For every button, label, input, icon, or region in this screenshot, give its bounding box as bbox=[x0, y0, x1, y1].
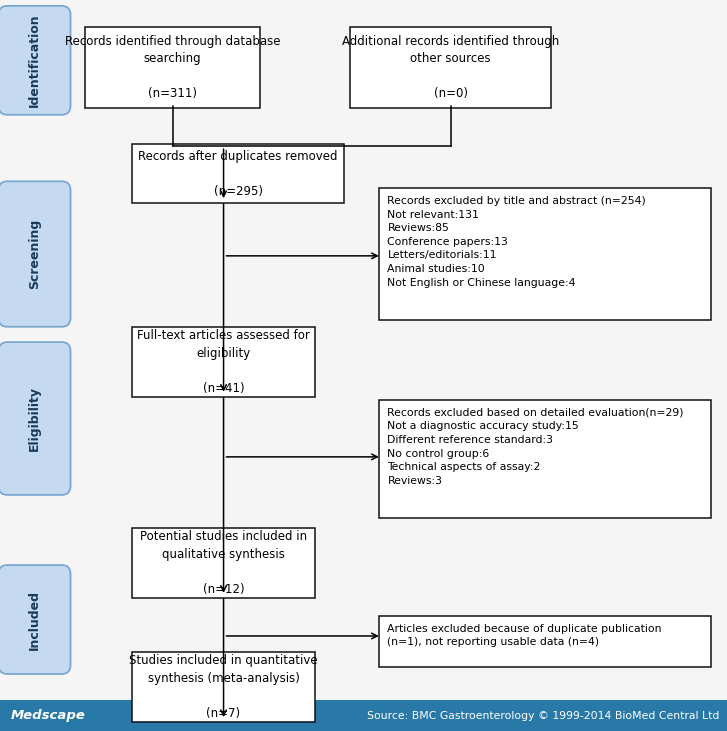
Text: Additional records identified through
other sources

(n=0): Additional records identified through ot… bbox=[342, 35, 559, 100]
Text: Medscape: Medscape bbox=[11, 709, 86, 722]
FancyBboxPatch shape bbox=[132, 327, 315, 397]
Text: Records after duplicates removed

(n=295): Records after duplicates removed (n=295) bbox=[138, 150, 338, 197]
Text: Records excluded based on detailed evaluation(n=29)
Not a diagnostic accuracy st: Records excluded based on detailed evalu… bbox=[387, 408, 684, 486]
Text: Records identified through database
searching

(n=311): Records identified through database sear… bbox=[65, 35, 281, 100]
FancyBboxPatch shape bbox=[85, 27, 260, 108]
Text: Articles excluded because of duplicate publication
(n=1), not reporting usable d: Articles excluded because of duplicate p… bbox=[387, 624, 662, 647]
FancyBboxPatch shape bbox=[0, 181, 71, 327]
Text: Potential studies included in
qualitative synthesis

(n=12): Potential studies included in qualitativ… bbox=[140, 530, 307, 596]
Text: Records excluded by title and abstract (n=254)
Not relevant:131
Reviews:85
Confe: Records excluded by title and abstract (… bbox=[387, 196, 646, 287]
Text: Full-text articles assessed for
eligibility

(n=41): Full-text articles assessed for eligibil… bbox=[137, 329, 310, 395]
Text: Screening: Screening bbox=[28, 219, 41, 289]
FancyBboxPatch shape bbox=[379, 188, 711, 320]
Text: Source: BMC Gastroenterology © 1999-2014 BioMed Central Ltd: Source: BMC Gastroenterology © 1999-2014… bbox=[367, 711, 720, 721]
Text: Studies included in quantitative
synthesis (meta-analysis)

(n=7): Studies included in quantitative synthes… bbox=[129, 654, 318, 720]
FancyBboxPatch shape bbox=[0, 6, 71, 115]
FancyBboxPatch shape bbox=[0, 700, 727, 731]
FancyBboxPatch shape bbox=[379, 400, 711, 518]
FancyBboxPatch shape bbox=[0, 342, 71, 495]
Text: Eligibility: Eligibility bbox=[28, 386, 41, 451]
FancyBboxPatch shape bbox=[132, 144, 344, 203]
FancyBboxPatch shape bbox=[0, 565, 71, 674]
FancyBboxPatch shape bbox=[350, 27, 551, 108]
Text: Identification: Identification bbox=[28, 13, 41, 107]
Text: Included: Included bbox=[28, 589, 41, 650]
FancyBboxPatch shape bbox=[379, 616, 711, 667]
FancyBboxPatch shape bbox=[132, 652, 315, 722]
FancyBboxPatch shape bbox=[132, 528, 315, 598]
